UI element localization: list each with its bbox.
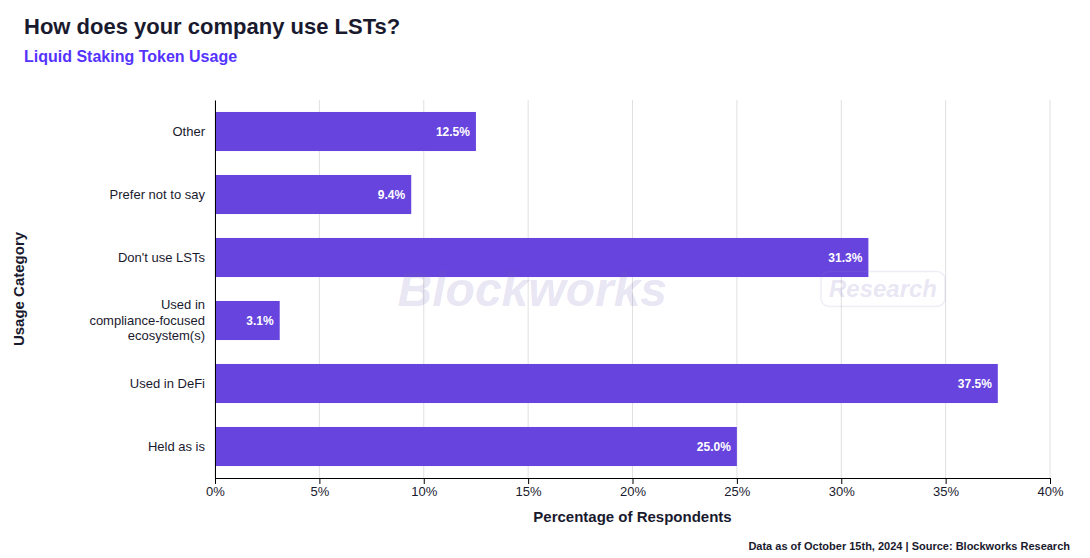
x-tick: 40% (1037, 478, 1063, 499)
x-tick-label: 10% (411, 484, 437, 499)
x-tick-label: 25% (724, 484, 750, 499)
bars (215, 112, 998, 466)
y-tick-label: Held as is (148, 439, 206, 454)
x-tick-label: 20% (620, 484, 646, 499)
y-tick-label-line: ecosystem(s) (128, 328, 205, 343)
y-axis-line (215, 101, 216, 479)
x-tick: 35% (933, 478, 959, 499)
x-tick: 0% (206, 478, 225, 499)
grid-line (632, 100, 633, 478)
y-tick-label-line: Held as is (148, 439, 206, 454)
y-tick-label-line: Other (172, 124, 205, 139)
x-tick-mark (1050, 478, 1051, 484)
bar (215, 427, 737, 466)
subtitle: Liquid Staking Token Usage (24, 48, 237, 65)
y-tick: Used incompliance-focusedecosystem(s) (89, 297, 215, 343)
y-tick: Prefer not to say (110, 187, 215, 202)
x-tick: 15% (516, 478, 542, 499)
x-tick-label: 30% (829, 484, 855, 499)
x-tick-mark (633, 478, 634, 484)
x-tick-label: 35% (933, 484, 959, 499)
grid-line (945, 100, 946, 478)
bar (215, 112, 476, 151)
grid-line (1050, 100, 1051, 478)
x-tick: 5% (310, 478, 329, 499)
grid-line (736, 100, 737, 478)
x-tick: 20% (620, 478, 646, 499)
watermark-box (821, 271, 945, 306)
y-tick-label: Used incompliance-focusedecosystem(s) (89, 297, 205, 343)
x-tick-label: 40% (1037, 484, 1063, 499)
data-label: 9.4% (378, 188, 406, 202)
data-label: 12.5% (436, 125, 470, 139)
y-tick: Used in DeFi (130, 376, 215, 391)
chart: How does your company use LSTs? Liquid St… (0, 0, 1090, 558)
x-axis: 0% 5% 10% 15% 20% 25% 30% 35% 40% (206, 478, 1064, 499)
watermark-text: Blockworks (398, 263, 667, 316)
grid-line (528, 100, 529, 478)
bar (215, 238, 868, 277)
data-label: 37.5% (958, 377, 992, 391)
x-tick: 30% (829, 478, 855, 499)
y-tick-label-line: Used in (161, 297, 205, 312)
y-axis: Held as is Used in DeFi Used incompliance-… (89, 101, 215, 479)
x-tick-mark (946, 478, 947, 484)
x-tick-mark (319, 478, 320, 484)
x-axis-line (216, 479, 1051, 485)
x-tick-label: 0% (206, 484, 225, 499)
title: How does your company use LSTs? (24, 14, 400, 39)
x-tick-mark (424, 478, 425, 484)
watermark-text: Research (829, 275, 937, 302)
x-tick-label: 5% (310, 484, 329, 499)
y-tick: Don't use LSTs (118, 250, 215, 265)
x-tick-mark (737, 478, 738, 484)
x-tick-label: 15% (516, 484, 542, 499)
x-tick: 25% (724, 478, 750, 499)
y-tick: Other (172, 124, 215, 139)
y-tick-label: Other (172, 124, 205, 139)
y-tick: Held as is (148, 439, 215, 454)
x-tick-mark (215, 478, 216, 484)
x-tick-mark (528, 478, 529, 484)
x-tick-mark (841, 478, 842, 484)
y-tick-label: Used in DeFi (130, 376, 205, 391)
plot-area: 25.0% 37.5% 3.1% 31.3% 9.4% 12.5% 0% 5% 10% 15% 20… (89, 100, 1064, 499)
x-axis-title: Percentage of Respondents (533, 508, 731, 525)
data-label: 3.1% (246, 314, 274, 328)
watermark: Blockworks Research (398, 263, 945, 316)
x-tick: 10% (411, 478, 437, 499)
data-label: 31.3% (828, 251, 862, 265)
grid-line (319, 100, 320, 478)
grid (215, 100, 1050, 478)
data-labels: 25.0% 37.5% 3.1% 31.3% 9.4% 12.5% (246, 125, 992, 454)
bar (215, 364, 998, 403)
grid-line (423, 100, 424, 478)
footnote: Data as of October 15th, 2024 | Source: … (748, 540, 1070, 552)
bar (215, 301, 280, 340)
y-axis-title: Usage Category (10, 231, 27, 346)
bar (215, 175, 411, 214)
y-tick-label-line: Don't use LSTs (118, 250, 206, 265)
grid-line (841, 100, 842, 478)
data-label: 25.0% (697, 440, 731, 454)
y-tick-label-line: Prefer not to say (110, 187, 206, 202)
y-tick-label-line: compliance-focused (89, 313, 205, 328)
y-tick-label: Don't use LSTs (118, 250, 206, 265)
y-tick-label: Prefer not to say (110, 187, 206, 202)
y-tick-label-line: Used in DeFi (130, 376, 205, 391)
grid-line (215, 100, 216, 478)
